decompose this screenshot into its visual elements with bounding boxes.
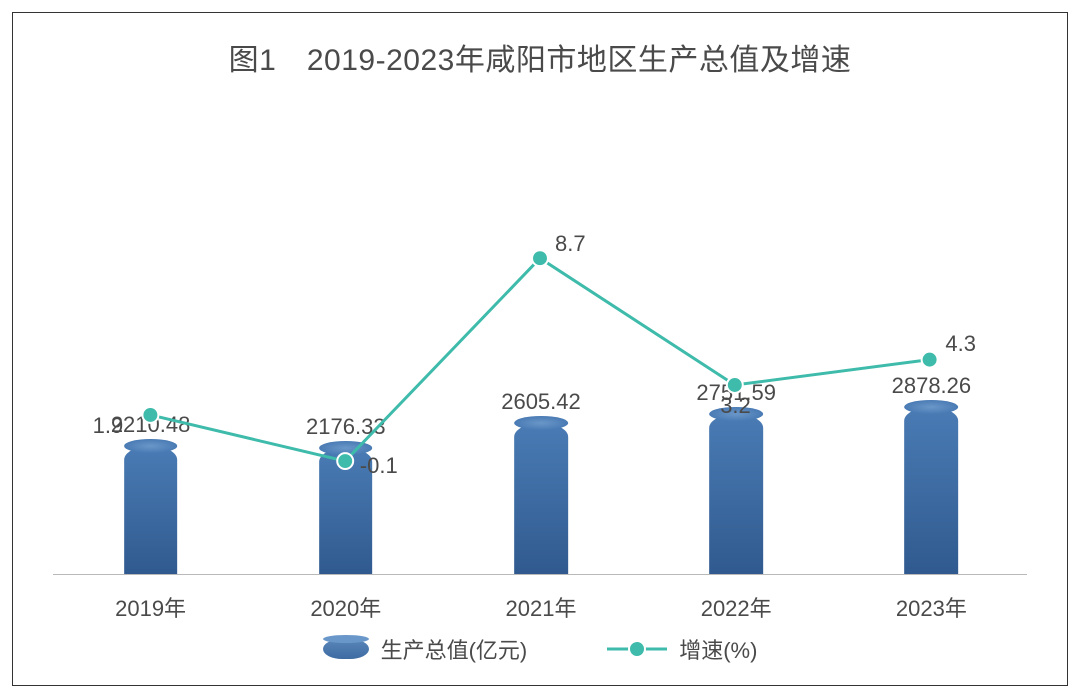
- x-tick-label: 2023年: [896, 591, 967, 623]
- line-value-label: 3.2: [720, 393, 751, 419]
- legend-item-bar: 生产总值(亿元): [323, 633, 528, 665]
- line-series: [53, 113, 1027, 574]
- legend-line-swatch: [607, 639, 667, 659]
- chart-title: 图1 2019-2023年咸阳市地区生产总值及增速: [13, 35, 1067, 79]
- chart-frame: 图1 2019-2023年咸阳市地区生产总值及增速 2210.482176.33…: [12, 12, 1068, 686]
- line-value-label: 8.7: [555, 231, 586, 257]
- legend-line-label: 增速(%): [679, 633, 757, 665]
- line-value-label: -0.1: [360, 453, 398, 479]
- legend-bar-swatch: [323, 639, 369, 659]
- legend-item-line: 增速(%): [607, 633, 757, 665]
- line-value-label: 1.9: [93, 413, 124, 439]
- x-tick-label: 2020年: [310, 591, 381, 623]
- x-tick-label: 2019年: [115, 591, 186, 623]
- legend-bar-label: 生产总值(亿元): [381, 633, 528, 665]
- plot-area: 2210.482176.332605.422751.592878.26 1.9-…: [53, 113, 1027, 575]
- x-tick-label: 2022年: [701, 591, 772, 623]
- x-tick-label: 2021年: [506, 591, 577, 623]
- x-axis: 2019年2020年2021年2022年2023年: [53, 585, 1027, 615]
- line-value-label: 4.3: [945, 331, 976, 357]
- legend: 生产总值(亿元) 增速(%): [13, 633, 1067, 665]
